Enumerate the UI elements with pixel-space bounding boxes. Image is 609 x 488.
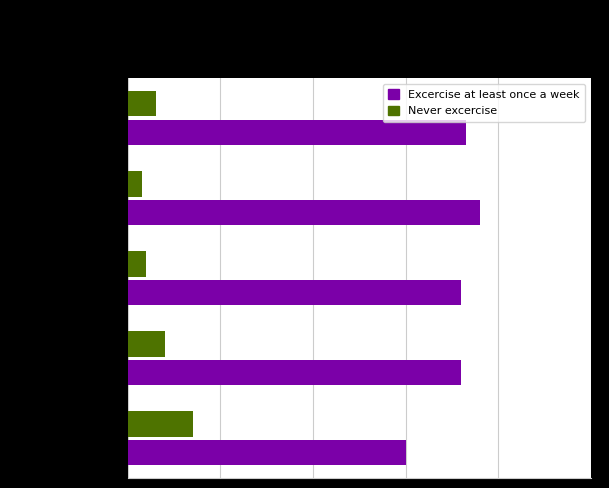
Bar (128, 91, 156, 117)
Bar (128, 120, 466, 145)
Bar (128, 440, 406, 466)
Bar (128, 251, 146, 277)
Bar (128, 280, 461, 305)
Bar (128, 411, 192, 437)
Bar (128, 331, 165, 357)
Bar (128, 171, 142, 197)
Bar (128, 200, 480, 225)
Legend: Excercise at least once a week, Never excercise: Excercise at least once a week, Never ex… (382, 83, 585, 122)
Bar (128, 360, 461, 386)
